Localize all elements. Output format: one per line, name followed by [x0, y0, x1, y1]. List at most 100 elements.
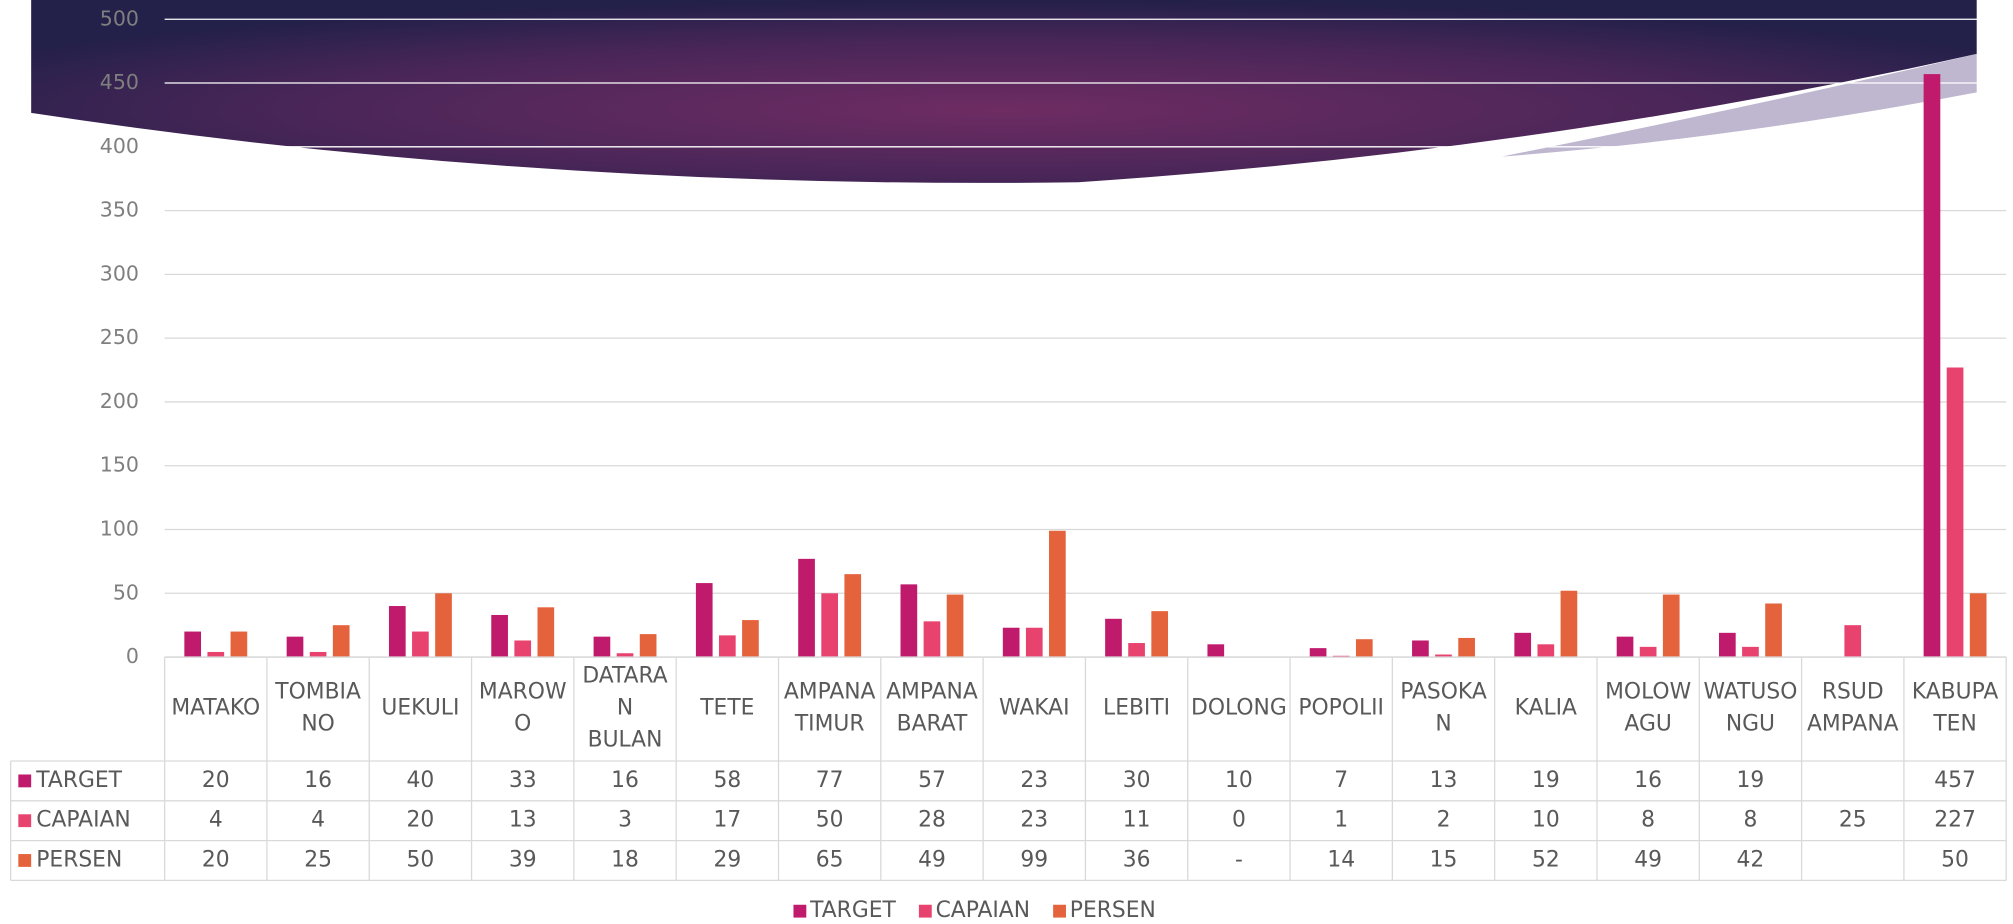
bar [286, 636, 304, 658]
bar [1765, 603, 1782, 658]
table-value: 25 [304, 847, 332, 872]
row-header: PERSEN [36, 847, 122, 872]
table-value: 457 [1934, 768, 1976, 793]
category-label: DATARA N BULAN [582, 663, 667, 752]
bar [388, 606, 406, 658]
table-value: 40 [407, 768, 435, 793]
table-value: 77 [816, 768, 844, 793]
bar [1435, 654, 1452, 658]
table-value: 10 [1532, 808, 1560, 833]
y-tick-label: 200 [100, 389, 139, 413]
category-label: MATAKO [171, 695, 260, 720]
table-value: 19 [1737, 768, 1765, 793]
table-value: - [1235, 847, 1243, 872]
bar [1969, 593, 1987, 658]
bar [1105, 618, 1122, 658]
bar [1718, 632, 1736, 658]
table-value: 2 [1437, 808, 1451, 833]
table-value: 23 [1020, 768, 1048, 793]
table-value: 49 [918, 847, 946, 872]
table-value: 50 [816, 808, 844, 833]
y-tick-label: 250 [100, 325, 139, 349]
table-value: 4 [209, 808, 223, 833]
bar [1458, 637, 1475, 658]
bar [412, 631, 429, 658]
banner [31, 0, 1977, 183]
table-value: 20 [202, 768, 230, 793]
table-value: 20 [202, 847, 230, 872]
bar [1844, 625, 1862, 658]
y-tick-label: 350 [100, 198, 139, 222]
bar [332, 625, 350, 658]
table-value: 19 [1532, 768, 1560, 793]
bar [1049, 530, 1066, 658]
table-value: 16 [1634, 768, 1662, 793]
bar [718, 635, 736, 658]
bar [1742, 646, 1759, 658]
bar [1355, 639, 1373, 658]
category-label: RSUD AMPANA [1807, 679, 1899, 736]
category-label: AMPANA TIMUR [784, 679, 876, 736]
table-value: 39 [509, 847, 537, 872]
bar [1639, 646, 1657, 658]
bar [1514, 632, 1532, 658]
bar [230, 631, 248, 658]
bar [1128, 643, 1145, 658]
bar [537, 607, 555, 658]
table-value: 8 [1641, 808, 1655, 833]
bar [1923, 74, 1941, 658]
legend-label: TARGET [809, 898, 896, 923]
y-tick-label: 450 [100, 70, 139, 94]
row-key [18, 854, 32, 867]
table-value: 57 [918, 768, 946, 793]
bar [491, 614, 508, 658]
bar [1662, 594, 1680, 658]
category-label: UEKULI [381, 695, 459, 720]
bar [184, 631, 202, 658]
category-label: TETE [699, 695, 754, 720]
bar [1025, 627, 1043, 658]
table-value: 25 [1839, 808, 1867, 833]
table-value: 65 [816, 847, 844, 872]
table-value: 33 [509, 768, 537, 793]
bar [309, 651, 327, 658]
bar [207, 651, 225, 658]
bar [946, 594, 964, 658]
table-value: 1 [1334, 808, 1348, 833]
bar [1946, 367, 1964, 658]
bar [1151, 611, 1169, 658]
category-label: PASOKA N [1400, 679, 1487, 736]
category-label: KALIA [1515, 695, 1577, 720]
bar [798, 558, 815, 658]
bar [514, 640, 532, 658]
table-value: 50 [407, 847, 435, 872]
category-label: TOMBIA NO [274, 679, 361, 736]
category-label: KABUPA TEN [1912, 679, 1998, 736]
legend-label: CAPAIAN [936, 898, 1030, 923]
category-label: MAROW O [479, 679, 567, 736]
table-value: 4 [311, 808, 325, 833]
table-value: 30 [1123, 768, 1151, 793]
bar [1002, 627, 1020, 658]
bar [821, 593, 838, 658]
row-header: CAPAIAN [36, 808, 130, 833]
table-value: 15 [1430, 847, 1458, 872]
table-value: 13 [509, 808, 537, 833]
row-header: TARGET [35, 768, 122, 793]
banner-stripe [1501, 53, 1977, 157]
bar [844, 574, 862, 658]
table-value: 20 [407, 808, 435, 833]
bar [1207, 644, 1225, 658]
bar [1616, 636, 1634, 658]
table-value: 13 [1430, 768, 1458, 793]
bar [923, 621, 941, 658]
legend-key [918, 904, 932, 918]
table-value: 16 [611, 768, 639, 793]
table-value: 99 [1020, 847, 1048, 872]
bar [742, 620, 759, 658]
legend-key [793, 904, 807, 918]
bar [1412, 640, 1429, 658]
table-value: 14 [1327, 847, 1355, 872]
table-value: 17 [713, 808, 741, 833]
